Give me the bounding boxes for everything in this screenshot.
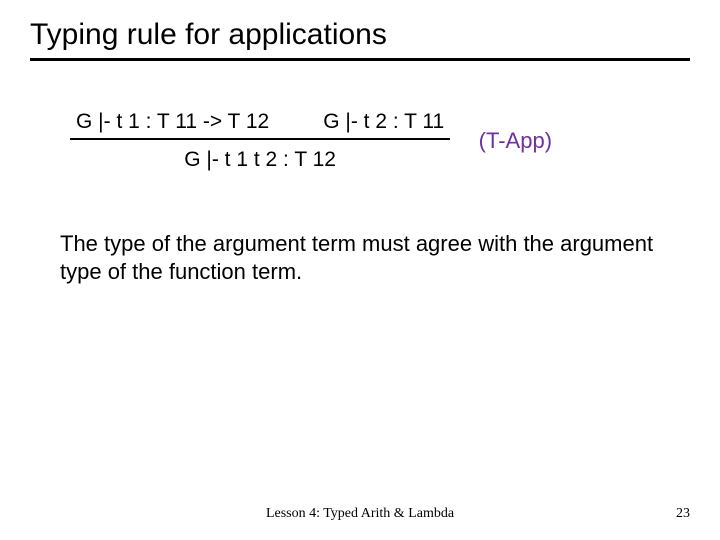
slide-title: Typing rule for applications (30, 18, 690, 58)
inference-fraction: G |- t 1 : T 11 -> T 12 G |- t 2 : T 11 … (70, 110, 450, 172)
title-block: Typing rule for applications (30, 18, 690, 61)
premise-2: G |- t 2 : T 11 (323, 110, 444, 134)
body-paragraph: The type of the argument term must agree… (60, 230, 660, 285)
footer-page-number: 23 (676, 506, 690, 522)
premise-1: G |- t 1 : T 11 -> T 12 (76, 110, 269, 134)
title-underline (30, 58, 690, 61)
typing-rule: G |- t 1 : T 11 -> T 12 G |- t 2 : T 11 … (70, 110, 650, 172)
slide: Typing rule for applications G |- t 1 : … (0, 0, 720, 540)
conclusion: G |- t 1 t 2 : T 12 (70, 140, 450, 172)
footer-center: Lesson 4: Typed Arith & Lambda (0, 506, 720, 522)
rule-name: (T-App) (479, 128, 552, 154)
premises-row: G |- t 1 : T 11 -> T 12 G |- t 2 : T 11 (70, 110, 450, 138)
